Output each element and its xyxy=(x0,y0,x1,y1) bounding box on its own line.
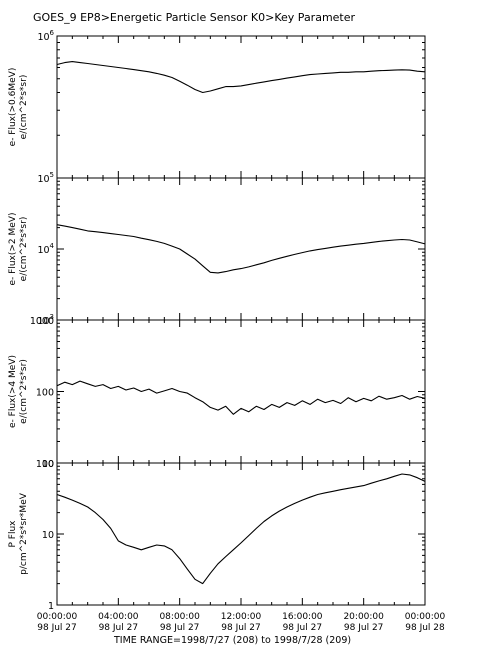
y-tick-label: 106 xyxy=(37,29,54,43)
y-axis-label-line2: p/cm^2*s*sr*MeV xyxy=(19,492,29,575)
panel-frame xyxy=(56,35,426,179)
y-tick-label: 100 xyxy=(36,459,54,470)
y-axis-label-line2: e/(cm^2*s*sr) xyxy=(19,359,29,424)
y-axis-label-line1: e- Flux(>4 MeV) xyxy=(8,355,18,428)
series-line xyxy=(56,473,426,585)
series-line xyxy=(56,61,426,94)
panel-frame xyxy=(56,177,426,321)
x-tick-time-label: 00:00:00 xyxy=(37,612,78,622)
panel-2: 103 104 e- Flux(>2 MeV) e/(cm^2*s*sr) xyxy=(8,177,426,327)
x-tick-date-label: 98 Jul 27 xyxy=(283,623,323,633)
y-axis-label-line1: e- Flux(>2 MeV) xyxy=(8,213,18,286)
x-tick-time-label: 16:00:00 xyxy=(282,612,323,622)
y-axis-label-line1: e- Flux(>0.6MeV) xyxy=(8,68,18,147)
y-axis-label-line1: P Flux xyxy=(8,520,18,548)
time-range-label: TIME RANGE=1998/7/27 (208) to 1998/7/28 … xyxy=(113,635,351,646)
x-tick-time-label: 04:00:00 xyxy=(98,612,139,622)
y-tick-label: 105 xyxy=(37,171,54,185)
series-line xyxy=(56,224,426,274)
x-tick-date-label: 98 Jul 27 xyxy=(99,623,139,633)
x-tick-date-label: 98 Jul 27 xyxy=(37,623,77,633)
chart-title: GOES_9 EP8>Energetic Particle Sensor K0>… xyxy=(33,11,356,24)
y-tick-label: 10 xyxy=(42,459,54,470)
y-tick-label: 1 xyxy=(48,601,54,612)
x-tick-time-label: 20:00:00 xyxy=(343,612,384,622)
x-tick-date-label: 98 Jul 28 xyxy=(405,623,445,633)
panel-frame xyxy=(56,319,426,464)
y-axis-label-line2: e/(cm^2*s*sr) xyxy=(19,75,29,140)
y-tick-label: 1000 xyxy=(30,316,54,327)
panel-frame xyxy=(56,462,426,606)
y-tick-label: 104 xyxy=(37,242,54,256)
y-axis-label-line2: e/(cm^2*s*sr) xyxy=(19,217,29,282)
y-tick-label: 10 xyxy=(42,530,54,541)
y-tick-label: 103 xyxy=(37,313,54,327)
x-tick-time-label: 08:00:00 xyxy=(159,612,200,622)
x-tick-date-label: 98 Jul 27 xyxy=(221,623,261,633)
series-line xyxy=(56,380,426,415)
x-tick-date-label: 98 Jul 27 xyxy=(160,623,200,633)
x-tick-time-label: 12:00:00 xyxy=(221,612,262,622)
panel-1: 105 106 e- Flux(>0.6MeV) e/(cm^2*s*sr) xyxy=(8,29,426,185)
x-tick-date-label: 98 Jul 27 xyxy=(344,623,384,633)
x-tick-time-label: 00:00:00 xyxy=(405,612,446,622)
y-tick-label: 100 xyxy=(36,388,54,399)
